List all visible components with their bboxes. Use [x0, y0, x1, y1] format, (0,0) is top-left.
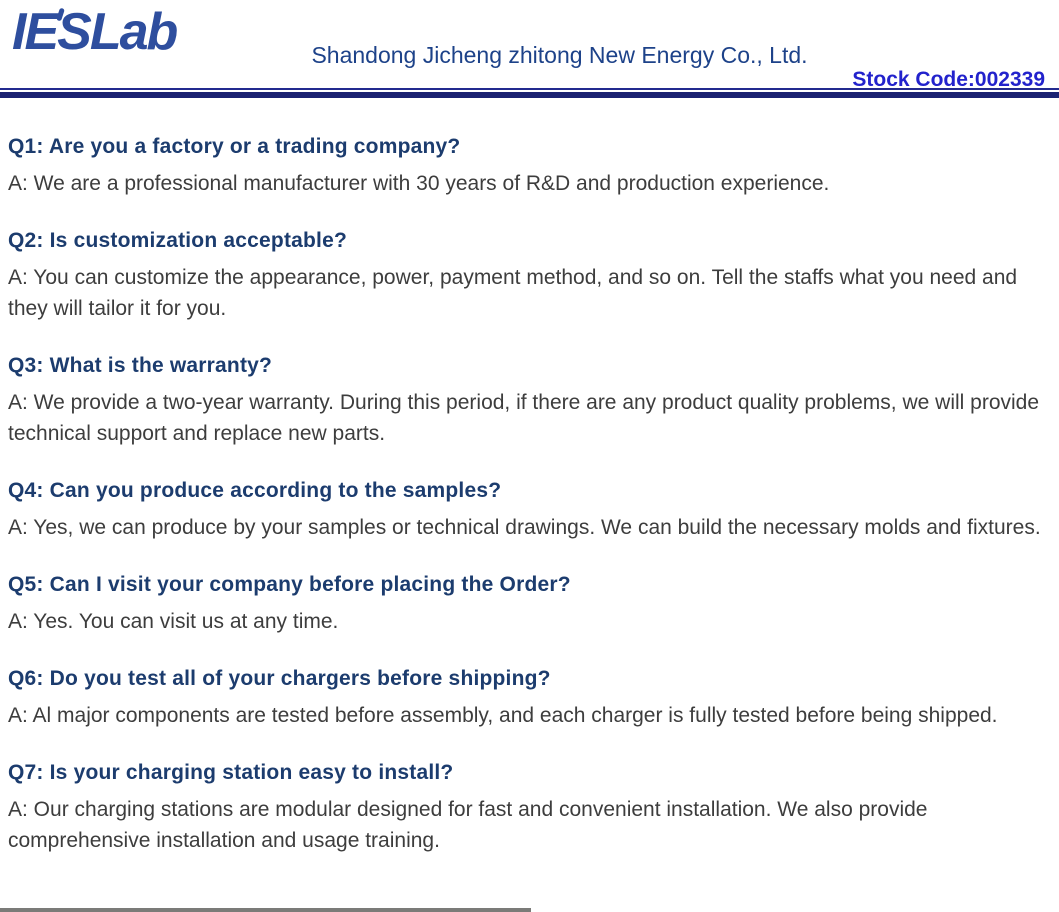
faq-question: Q5: Can I visit your company before plac… [8, 573, 571, 596]
faq-answer: A: Our charging stations are modular des… [8, 798, 928, 852]
ieslab-logo: IESLab [12, 2, 178, 62]
header: IESLab Shandong Jicheng zhitong New Ener… [0, 0, 1059, 101]
header-divider-gap [0, 90, 1059, 92]
faq-question: Q3: What is the warranty? [8, 354, 273, 377]
faq-item-q1: Q1: Are you a factory or a trading compa… [8, 135, 1052, 199]
stock-code-label: Stock Code:002339 [852, 68, 1045, 91]
header-divider-thin-line [0, 88, 1059, 90]
cropped-bottom-bar [0, 908, 531, 912]
faq-question: Q2: Is customization acceptable? [8, 229, 347, 252]
faq-answer: A: Yes, we can produce by your samples o… [8, 516, 1041, 539]
faq-question: Q6: Do you test all of your chargers bef… [8, 667, 551, 690]
logo-text: IESLab [12, 3, 178, 61]
faq-item-q6: Q6: Do you test all of your chargers bef… [8, 667, 1052, 731]
faq-item-q5: Q5: Can I visit your company before plac… [8, 573, 1052, 637]
faq-item-q7: Q7: Is your charging station easy to ins… [8, 761, 1052, 856]
faq-answer: A: We are a professional manufacturer wi… [8, 172, 830, 195]
faq-item-q3: Q3: What is the warranty? A: We provide … [8, 354, 1052, 449]
faq-answer: A: We provide a two-year warranty. Durin… [8, 391, 1040, 445]
faq-question: Q7: Is your charging station easy to ins… [8, 761, 454, 784]
faq-question: Q4: Can you produce according to the sam… [8, 479, 502, 502]
faq-answer: A: You can customize the appearance, pow… [8, 266, 1018, 320]
faq-question: Q1: Are you a factory or a trading compa… [8, 135, 461, 158]
header-divider-thick-line [0, 92, 1059, 98]
header-divider [0, 88, 1059, 98]
faq-answer: A: Yes. You can visit us at any time. [8, 610, 339, 633]
faq-item-q4: Q4: Can you produce according to the sam… [8, 479, 1052, 543]
company-name: Shandong Jicheng zhitong New Energy Co.,… [311, 42, 808, 68]
faq-answer: A: Al major components are tested before… [8, 704, 998, 727]
faq-item-q2: Q2: Is customization acceptable? A: You … [8, 229, 1052, 324]
faq-list: Q1: Are you a factory or a trading compa… [0, 101, 1059, 856]
